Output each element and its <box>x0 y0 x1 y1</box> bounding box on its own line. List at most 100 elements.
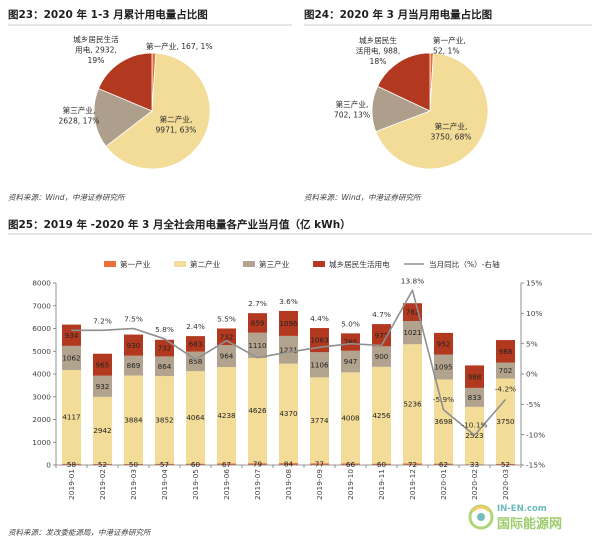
pie-label-line: 18% <box>370 57 387 66</box>
in-en-logo-icon <box>468 504 494 530</box>
pie-label-line: 52, 1% <box>433 47 460 56</box>
bar-tertiary-industry-2019-01 <box>62 345 81 371</box>
fig23-source: 资料来源：Wind，中港证券研究所 <box>8 193 126 202</box>
watermark-brand: IN-EN.com <box>497 504 547 514</box>
bar-value-label-secondary-industry: 5236 <box>403 399 422 408</box>
y-tick-label: 2000 <box>32 415 51 424</box>
bar-residential-use-2020-01 <box>434 332 453 355</box>
bar-value-label-primary-industry: 58 <box>67 460 77 469</box>
pie-label-line: 3750, 68% <box>430 133 471 142</box>
bar-value-label-primary-industry: 72 <box>408 460 417 469</box>
bar-tertiary-industry-2019-06 <box>217 345 236 368</box>
bar-value-label-primary-industry: 57 <box>160 460 169 469</box>
bar-value-label-residential-use: 988 <box>499 347 513 356</box>
bar-value-label-secondary-industry: 4238 <box>217 411 236 420</box>
bar-value-label-residential-use: 934 <box>65 331 79 340</box>
bar-primary-industry-2019-06 <box>217 463 236 465</box>
bar-primary-industry-2019-09 <box>310 463 329 465</box>
bar-value-label-secondary-industry: 4064 <box>186 413 205 422</box>
yoy-value-label: 2.7% <box>248 299 267 308</box>
bar-primary-industry-2019-10 <box>341 463 360 465</box>
pie-label-residential-use: 城乡居民生活用电, 988, 18% <box>356 35 401 66</box>
bar-secondary-industry-2019-06 <box>217 367 236 464</box>
x-tick-label: 2019-12 <box>408 469 417 500</box>
legend-swatch-secondary-industry <box>174 261 186 267</box>
bar-value-label-tertiary-industry: 1110 <box>248 341 267 350</box>
bar-value-label-residential-use: 977 <box>375 331 389 340</box>
x-tick-label: 2020-02 <box>470 469 479 500</box>
bar-value-label-residential-use: 765 <box>344 338 358 347</box>
bar-tertiary-industry-2019-12 <box>403 321 422 345</box>
bar-tertiary-industry-2019-04 <box>155 356 174 377</box>
bar-value-label-tertiary-industry: 964 <box>220 352 234 361</box>
watermark: IN-EN.com 国际能源网 <box>468 504 562 532</box>
bar-value-label-primary-industry: 33 <box>470 460 479 469</box>
fig24-title: 图24：2020 年 3 月当月用电量占比图 <box>304 8 492 21</box>
fig23-title: 图23：2020 年 1-3 月累计用电量占比图 <box>8 8 208 21</box>
pie-label-line: 19% <box>88 56 105 65</box>
bar-value-label-tertiary-industry: 932 <box>96 382 110 391</box>
yoy-value-label: 13.8% <box>401 276 424 285</box>
bar-primary-industry-2020-01 <box>434 463 453 465</box>
pie-slice-secondary-industry <box>105 52 211 170</box>
bar-tertiary-industry-2019-03 <box>124 355 143 376</box>
pie-label-line: 第二产业, <box>160 114 193 124</box>
pie-label-primary-industry: 第一产业, 167, 1% <box>146 41 213 51</box>
bar-secondary-industry-2020-03 <box>496 378 515 464</box>
bar-value-label-residential-use: 782 <box>406 308 420 317</box>
bar-residential-use-2020-02 <box>465 365 484 388</box>
bar-primary-industry-2019-03 <box>124 463 143 465</box>
y-tick-label: 3000 <box>32 392 51 401</box>
x-tick-label: 2019-02 <box>98 469 107 500</box>
pie-label-tertiary-industry: 第三产业, 702, 13% <box>334 99 370 120</box>
bar-primary-industry-2019-04 <box>155 463 174 465</box>
pie-label-secondary-industry: 第二产业, 9971, 63% <box>155 114 196 135</box>
legend-label-secondary-industry: 第二产业 <box>190 259 221 269</box>
bar-value-label-residential-use: 1063 <box>310 336 328 345</box>
pie-label-line: 第一产业, 167, 1% <box>146 41 213 51</box>
y-tick-label: 7000 <box>32 301 51 310</box>
y2-tick-label: 5% <box>526 339 538 348</box>
bar-secondary-industry-2019-01 <box>62 370 81 464</box>
y-tick-label: 0 <box>46 461 51 470</box>
bar-value-label-secondary-industry: 3884 <box>124 415 143 424</box>
bar-primary-industry-2019-11 <box>372 463 391 465</box>
pie-slice-residential-use <box>97 52 153 112</box>
pie-label-secondary-industry: 第二产业, 3750, 68% <box>430 121 471 142</box>
y2-tick-label: 0% <box>526 370 538 379</box>
pie-label-line: 第一产业, <box>433 35 466 45</box>
bar-value-label-secondary-industry: 3852 <box>155 415 173 424</box>
y-tick-label: 4000 <box>32 370 51 379</box>
bar-tertiary-industry-2020-02 <box>465 387 484 407</box>
yoy-value-label: 5.5% <box>217 314 236 323</box>
legend-label-yoy: 当月同比（%）-右轴 <box>429 259 500 269</box>
bar-residential-use-2019-08 <box>279 310 298 336</box>
yoy-value-label: 7.2% <box>93 316 112 325</box>
bar-value-label-secondary-industry: 4370 <box>279 409 298 418</box>
x-tick-label: 2019-11 <box>377 469 386 500</box>
bar-value-label-secondary-industry: 3698 <box>434 417 453 426</box>
bar-value-label-residential-use: 732 <box>158 344 172 353</box>
x-tick-label: 2020-01 <box>439 469 448 500</box>
bar-tertiary-industry-2019-08 <box>279 335 298 364</box>
x-tick-label: 2019-07 <box>253 469 262 500</box>
yoy-value-label: 2.4% <box>186 322 205 331</box>
x-tick-label: 2019-09 <box>315 469 324 500</box>
bar-value-label-primary-industry: 60 <box>191 460 201 469</box>
bar-value-label-primary-industry: 50 <box>129 460 139 469</box>
fig25-title: 图25：2019 年 -2020 年 3 月全社会用电量各产业当月值（亿 kWh… <box>8 218 351 231</box>
bar-value-label-primary-industry: 62 <box>439 460 448 469</box>
bar-value-label-secondary-industry: 3750 <box>496 417 515 426</box>
bar-secondary-industry-2019-02 <box>93 396 112 464</box>
bar-primary-industry-2020-03 <box>496 463 515 465</box>
y2-tick-label: -10% <box>526 430 545 439</box>
watermark-name: 国际能源网 <box>497 516 562 532</box>
bar-primary-industry-2019-07 <box>248 463 267 465</box>
bar-value-label-residential-use: 930 <box>127 341 141 350</box>
bar-value-label-tertiary-industry: 1221 <box>279 345 297 354</box>
y2-tick-label: -5% <box>526 400 540 409</box>
bar-value-label-residential-use: 1096 <box>279 319 298 328</box>
legend-label-residential-use: 城乡居民生活用电 <box>329 259 390 269</box>
